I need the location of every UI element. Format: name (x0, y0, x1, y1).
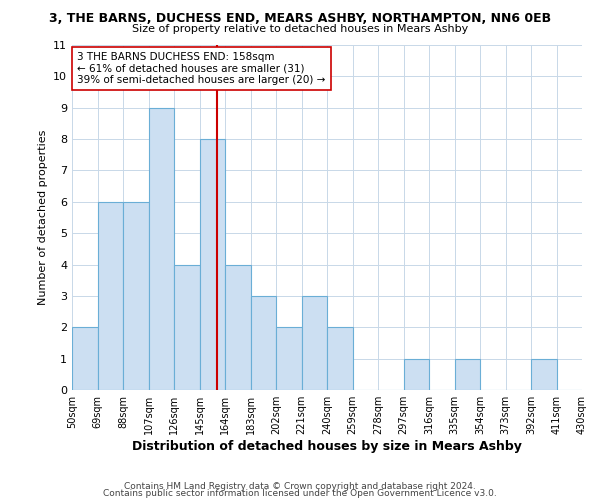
Text: Size of property relative to detached houses in Mears Ashby: Size of property relative to detached ho… (132, 24, 468, 34)
Bar (327, 328, 353, 390)
Bar (72, 328, 97, 390)
Bar (123, 202, 149, 390)
Bar (174, 264, 199, 390)
Bar (97, 202, 123, 390)
X-axis label: Distribution of detached houses by size in Mears Ashby: Distribution of detached houses by size … (132, 440, 522, 453)
Y-axis label: Number of detached properties: Number of detached properties (38, 130, 47, 305)
Bar (276, 328, 302, 390)
Bar (225, 264, 251, 390)
Bar (404, 358, 429, 390)
Bar (455, 358, 480, 390)
Bar (531, 358, 557, 390)
Bar (199, 139, 225, 390)
Bar (251, 296, 276, 390)
Bar (302, 296, 327, 390)
Text: Contains HM Land Registry data © Crown copyright and database right 2024.: Contains HM Land Registry data © Crown c… (124, 482, 476, 491)
Bar (149, 108, 174, 390)
Text: 3, THE BARNS, DUCHESS END, MEARS ASHBY, NORTHAMPTON, NN6 0EB: 3, THE BARNS, DUCHESS END, MEARS ASHBY, … (49, 12, 551, 26)
Text: 3 THE BARNS DUCHESS END: 158sqm
← 61% of detached houses are smaller (31)
39% of: 3 THE BARNS DUCHESS END: 158sqm ← 61% of… (77, 52, 325, 85)
Text: Contains public sector information licensed under the Open Government Licence v3: Contains public sector information licen… (103, 490, 497, 498)
